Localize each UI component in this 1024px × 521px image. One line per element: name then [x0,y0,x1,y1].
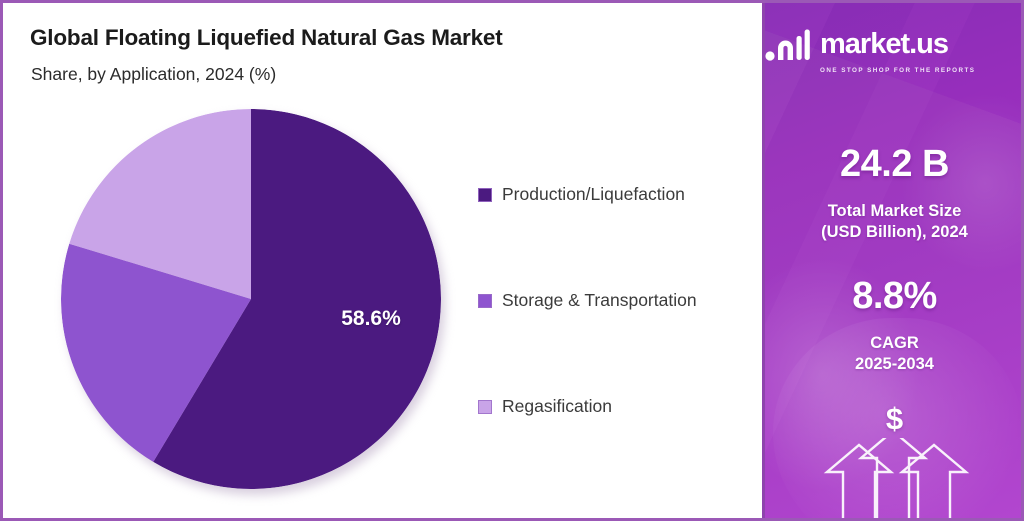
legend-item-production-liquefaction[interactable]: Production/Liquefaction [478,183,753,207]
arrows-svg [823,429,970,518]
panel-blob [773,318,1021,518]
logo-bars-icon [765,29,810,61]
logo-tagline: ONE STOP SHOP FOR THE REPORTS [820,67,976,74]
pie-slice[interactable] [61,243,251,462]
cagr-label: CAGR 2025-2034 [765,333,1021,375]
market-us-logo[interactable]: market.us ONE STOP SHOP FOR THE REPORTS [765,28,1021,77]
page-subtitle: Share, by Application, 2024 (%) [31,64,277,84]
legend-item-label: Regasification [502,396,612,417]
pie-slice[interactable] [69,109,251,299]
panel-texture [765,3,1021,518]
market-size-label-line1: Total Market Size [827,202,962,220]
pie-slice[interactable] [153,109,441,489]
legend-swatch-icon [478,294,492,308]
panel-divider [762,3,765,518]
cagr-label-line1: CAGR [870,334,919,352]
market-size-label: Total Market Size (USD Billion), 2024 [765,201,1021,243]
legend-item-label: Production/Liquefaction [502,184,685,205]
legend-swatch-icon [478,188,492,202]
market-us-logo-icon [765,29,811,63]
cagr-label-line2: 2025-2034 [855,355,934,373]
pie-svg [61,109,441,489]
logo-wordmark: market.us [820,28,949,60]
legend-item-regasification[interactable]: Regasification [478,395,753,419]
pie-chart: 58.6% [61,109,451,499]
chart-panel: Global Floating Liquefied Natural Gas Ma… [3,3,765,518]
page-title: Global Floating Liquefied Natural Gas Ma… [30,25,503,50]
legend-item-storage-transportation[interactable]: Storage & Transportation [478,289,753,313]
market-size-value: 24.2 B [840,143,949,185]
pie-slice-data-label: 58.6% [341,307,401,330]
cagr-value: 8.8% [852,275,937,317]
brand-panel: market.us ONE STOP SHOP FOR THE REPORTS … [765,3,1021,518]
chart-legend: Production/Liquefaction Storage & Transp… [478,183,753,419]
market-size-label-line2: (USD Billion), 2024 [821,223,968,241]
legend-item-label: Storage & Transportation [502,290,697,311]
legend-swatch-icon [478,400,492,414]
dollar-sign-icon: $ [885,401,904,436]
pie-slices [61,109,441,489]
logo-text-group: market.us ONE STOP SHOP FOR THE REPORTS [820,28,1021,77]
growth-arrows-icon [765,429,1021,518]
